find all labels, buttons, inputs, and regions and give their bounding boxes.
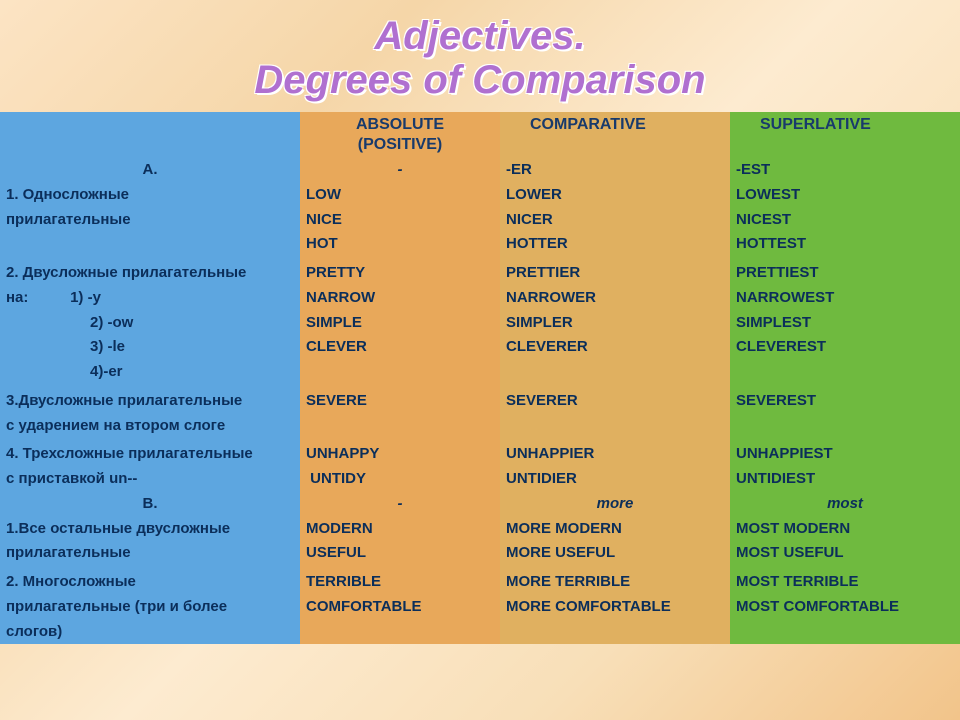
a2-ex3-comp: CLEVERER [500, 335, 730, 360]
section-b-suffix-row: B. - more most [0, 492, 960, 517]
a4-l1: 4. Трехсложные прилагательные [0, 442, 300, 467]
a1-ex0-pos: LOW [300, 183, 500, 208]
b2-l2: прилагательные (три и более [0, 595, 300, 620]
b2-l3: слогов) [0, 620, 300, 645]
a-suffix-comp: -er [500, 158, 730, 183]
a2-ex3-pos: CLEVER [300, 335, 500, 360]
a2-ex2-sup: SIMPLEST [730, 311, 960, 336]
a1-l1: 1. Односложные [0, 183, 300, 208]
a4-ex1-pos: UNTIDY [300, 467, 500, 492]
b2-ex1-pos: COMFORTABLE [300, 595, 500, 620]
comparison-table: ABSOLUTE (POSITIVE) COMPARATIVE SUPERLATI… [0, 112, 960, 644]
a-suffix-pos: - [300, 158, 500, 183]
a3-l2: с ударением на втором слоге [0, 414, 300, 439]
b-suffix-pos: - [300, 492, 500, 517]
table-row: слогов) [0, 620, 960, 645]
table-row: с приставкой un-- UNTIDY UNTIDIER UNTIDI… [0, 467, 960, 492]
section-a-letter: A. [0, 158, 300, 183]
a1-ex0-comp: LOWER [500, 183, 730, 208]
title-line-2: Degrees of Comparison [0, 58, 960, 102]
table-row: 2. Двусложные прилагательные PRETTY PRET… [0, 261, 960, 286]
table-row: 4. Трехсложные прилагательные UNHAPPY UN… [0, 442, 960, 467]
a2-l2: на: 1) -y [0, 286, 300, 311]
header-absolute-1: ABSOLUTE [356, 116, 444, 133]
a4-ex1-comp: UNTIDIER [500, 467, 730, 492]
table-row: прилагательные (три и более COMFORTABLE … [0, 595, 960, 620]
a3-l1: 3.Двусложные прилагательные [0, 389, 300, 414]
a2-ex2-comp: SIMPLER [500, 311, 730, 336]
a2-ex3-sup: CLEVEREST [730, 335, 960, 360]
a3-ex0-comp: SEVERER [500, 389, 730, 414]
a3-ex0-sup: SEVEREST [730, 389, 960, 414]
table-row: 2. Многосложные TERRIBLE MORE TERRIBLE M… [0, 570, 960, 595]
b1-ex0-sup: MOST MODERN [730, 517, 960, 542]
table-row: 1.Все остальные двусложные MODERN MORE M… [0, 517, 960, 542]
section-a-suffix-row: A. - -er -est [0, 158, 960, 183]
a-suffix-sup: -est [730, 158, 960, 183]
table-row: прилагательные USEFUL MORE USEFUL MOST U… [0, 541, 960, 566]
a2-ex1-sup: NARROWEST [730, 286, 960, 311]
a1-ex2-pos: HOT [300, 232, 500, 257]
b1-l2: прилагательные [0, 541, 300, 566]
b2-ex0-sup: MOST TERRIBLE [730, 570, 960, 595]
a4-ex0-comp: UNHAPPIER [500, 442, 730, 467]
a1-ex1-comp: NICER [500, 208, 730, 233]
a2-ex1-pos: NARROW [300, 286, 500, 311]
table-row: 1. Односложные LOW LOWER LOWEST [0, 183, 960, 208]
b1-ex0-pos: MODERN [300, 517, 500, 542]
a2-ex0-sup: PRETTIEST [730, 261, 960, 286]
b2-l1: 2. Многосложные [0, 570, 300, 595]
a4-ex0-sup: UNHAPPIEST [730, 442, 960, 467]
a3-ex0-pos: SEVERE [300, 389, 500, 414]
title-block: Adjectives. Degrees of Comparison [0, 0, 960, 112]
b1-ex1-comp: MORE USEFUL [500, 541, 730, 566]
header-absolute-2: (POSITIVE) [358, 136, 442, 153]
b1-ex1-sup: MOST USEFUL [730, 541, 960, 566]
b1-l1: 1.Все остальные двусложные [0, 517, 300, 542]
b2-ex1-sup: MOST COMFORTABLE [730, 595, 960, 620]
b1-ex1-pos: USEFUL [300, 541, 500, 566]
a2-ex1-comp: NARROWER [500, 286, 730, 311]
a2-ex2-pos: SIMPLE [300, 311, 500, 336]
a4-ex0-pos: UNHAPPY [300, 442, 500, 467]
header-comparative: COMPARATIVE [500, 112, 730, 158]
table-row: 3) -le CLEVER CLEVERER CLEVEREST [0, 335, 960, 360]
a4-ex1-sup: UNTIDIEST [730, 467, 960, 492]
table-row: 4)-er [0, 360, 960, 385]
a1-ex1-pos: NICE [300, 208, 500, 233]
table-row: с ударением на втором слоге [0, 414, 960, 439]
a1-ex0-sup: LOWEST [730, 183, 960, 208]
b2-ex0-pos: TERRIBLE [300, 570, 500, 595]
header-superlative: SUPERLATIVE [730, 112, 960, 158]
table-row: HOT HOTTER HOTTEST [0, 232, 960, 257]
a2-s3: 3) -le [0, 335, 300, 360]
a1-l2: прилагательные [0, 208, 300, 233]
table-row: 3.Двусложные прилагательные SEVERE SEVER… [0, 389, 960, 414]
a2-s4: 4)-er [0, 360, 300, 385]
title-line-1: Adjectives. [0, 14, 960, 58]
b2-ex1-comp: MORE COMFORTABLE [500, 595, 730, 620]
a1-ex1-sup: NICEST [730, 208, 960, 233]
b-suffix-comp: more [500, 492, 730, 517]
a2-ex0-comp: PRETTIER [500, 261, 730, 286]
b2-ex0-comp: MORE TERRIBLE [500, 570, 730, 595]
table-row: прилагательные NICE NICER NICEST [0, 208, 960, 233]
a2-ex0-pos: PRETTY [300, 261, 500, 286]
a4-l2: с приставкой un-- [0, 467, 300, 492]
b-suffix-sup: most [730, 492, 960, 517]
table-row: на: 1) -y NARROW NARROWER NARROWEST [0, 286, 960, 311]
a2-l1: 2. Двусложные прилагательные [0, 261, 300, 286]
a1-ex2-sup: HOTTEST [730, 232, 960, 257]
section-b-letter: B. [0, 492, 300, 517]
table-header-row: ABSOLUTE (POSITIVE) COMPARATIVE SUPERLATI… [0, 112, 960, 158]
a2-s2: 2) -ow [0, 311, 300, 336]
table-row: 2) -ow SIMPLE SIMPLER SIMPLEST [0, 311, 960, 336]
a1-ex2-comp: HOTTER [500, 232, 730, 257]
b1-ex0-comp: MORE MODERN [500, 517, 730, 542]
